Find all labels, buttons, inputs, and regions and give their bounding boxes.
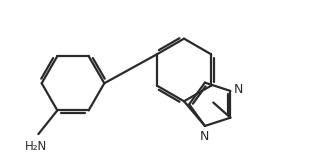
Text: H₂N: H₂N: [24, 140, 46, 153]
Text: N: N: [199, 130, 208, 143]
Text: N: N: [234, 83, 244, 96]
